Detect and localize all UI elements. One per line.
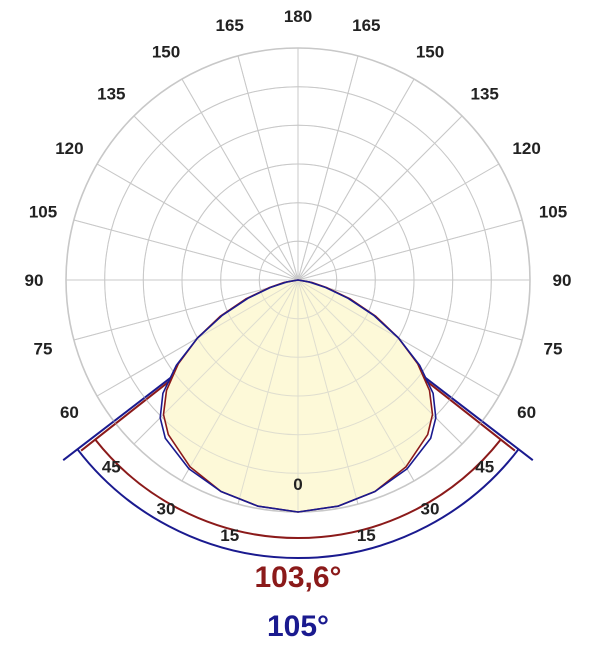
angle-tick-label: 120 <box>512 139 540 158</box>
angle-tick-label: 90 <box>553 271 572 290</box>
angle-tick-label: 15 <box>357 526 376 545</box>
angle-tick-label: 135 <box>97 84 125 103</box>
grid-spoke-overlay <box>297 219 523 281</box>
beam-angle-label-red: 103,6° <box>254 561 341 594</box>
angle-tick-label: 60 <box>60 403 79 422</box>
beam-angle-arc <box>76 448 520 559</box>
angle-tick-label: 135 <box>471 84 499 103</box>
grid-spoke-overlay <box>297 115 463 281</box>
angle-tick-label: 90 <box>25 271 44 290</box>
grid-spoke-overlay <box>297 279 463 445</box>
angle-tick-label: 75 <box>544 339 563 358</box>
angle-tick-label: 150 <box>152 42 180 61</box>
series-curve-blue <box>159 279 437 513</box>
grid-spoke-overlay <box>297 78 415 281</box>
angle-tick-label: 0 <box>293 475 302 494</box>
light-distribution-fill <box>65 47 531 513</box>
angle-tick-label: 60 <box>517 403 536 422</box>
grid-spoke-overlay <box>237 279 299 505</box>
angle-tick-label: 105 <box>539 203 567 222</box>
angle-tick-label: 30 <box>421 500 440 519</box>
angle-tick-label: 165 <box>216 16 244 35</box>
grid-spoke-overlay <box>96 163 299 281</box>
angle-tick-label: 45 <box>475 458 494 477</box>
grid-spoke-overlay <box>297 279 359 505</box>
grid-spoke-overlay <box>297 55 359 281</box>
grid-spoke-overlay <box>133 115 299 281</box>
angle-tick-label: 75 <box>34 339 53 358</box>
angle-tick-label: 15 <box>220 526 239 545</box>
grid-spoke-overlay <box>73 279 299 341</box>
angle-tick-label: 150 <box>416 42 444 61</box>
beam-angle-arc <box>94 438 502 539</box>
series-curves <box>159 279 437 513</box>
angle-tick-label: 45 <box>102 458 121 477</box>
angle-tick-label: 30 <box>157 500 176 519</box>
grid-spoke-overlay <box>297 279 415 482</box>
grid-spoke-overlay <box>297 163 500 281</box>
angle-tick-label: 180 <box>284 7 312 26</box>
angle-tick-labels: 0 15 15 30 30 45 45 60 60 75 75 90 90 105 105 120 120 135… <box>25 7 572 545</box>
grid-spoke-overlay <box>181 279 299 482</box>
grid-spoke-overlay <box>181 78 299 281</box>
grid-spoke-overlay <box>237 55 299 281</box>
grid-spoke-overlay <box>133 279 299 445</box>
beam-angle-label-blue: 105° <box>267 610 329 643</box>
angle-tick-label: 105 <box>29 203 57 222</box>
grid-spoke-overlay <box>73 219 299 281</box>
angle-tick-label: 120 <box>55 139 83 158</box>
angle-tick-label: 165 <box>352 16 380 35</box>
grid-spoke-overlay <box>297 279 523 341</box>
